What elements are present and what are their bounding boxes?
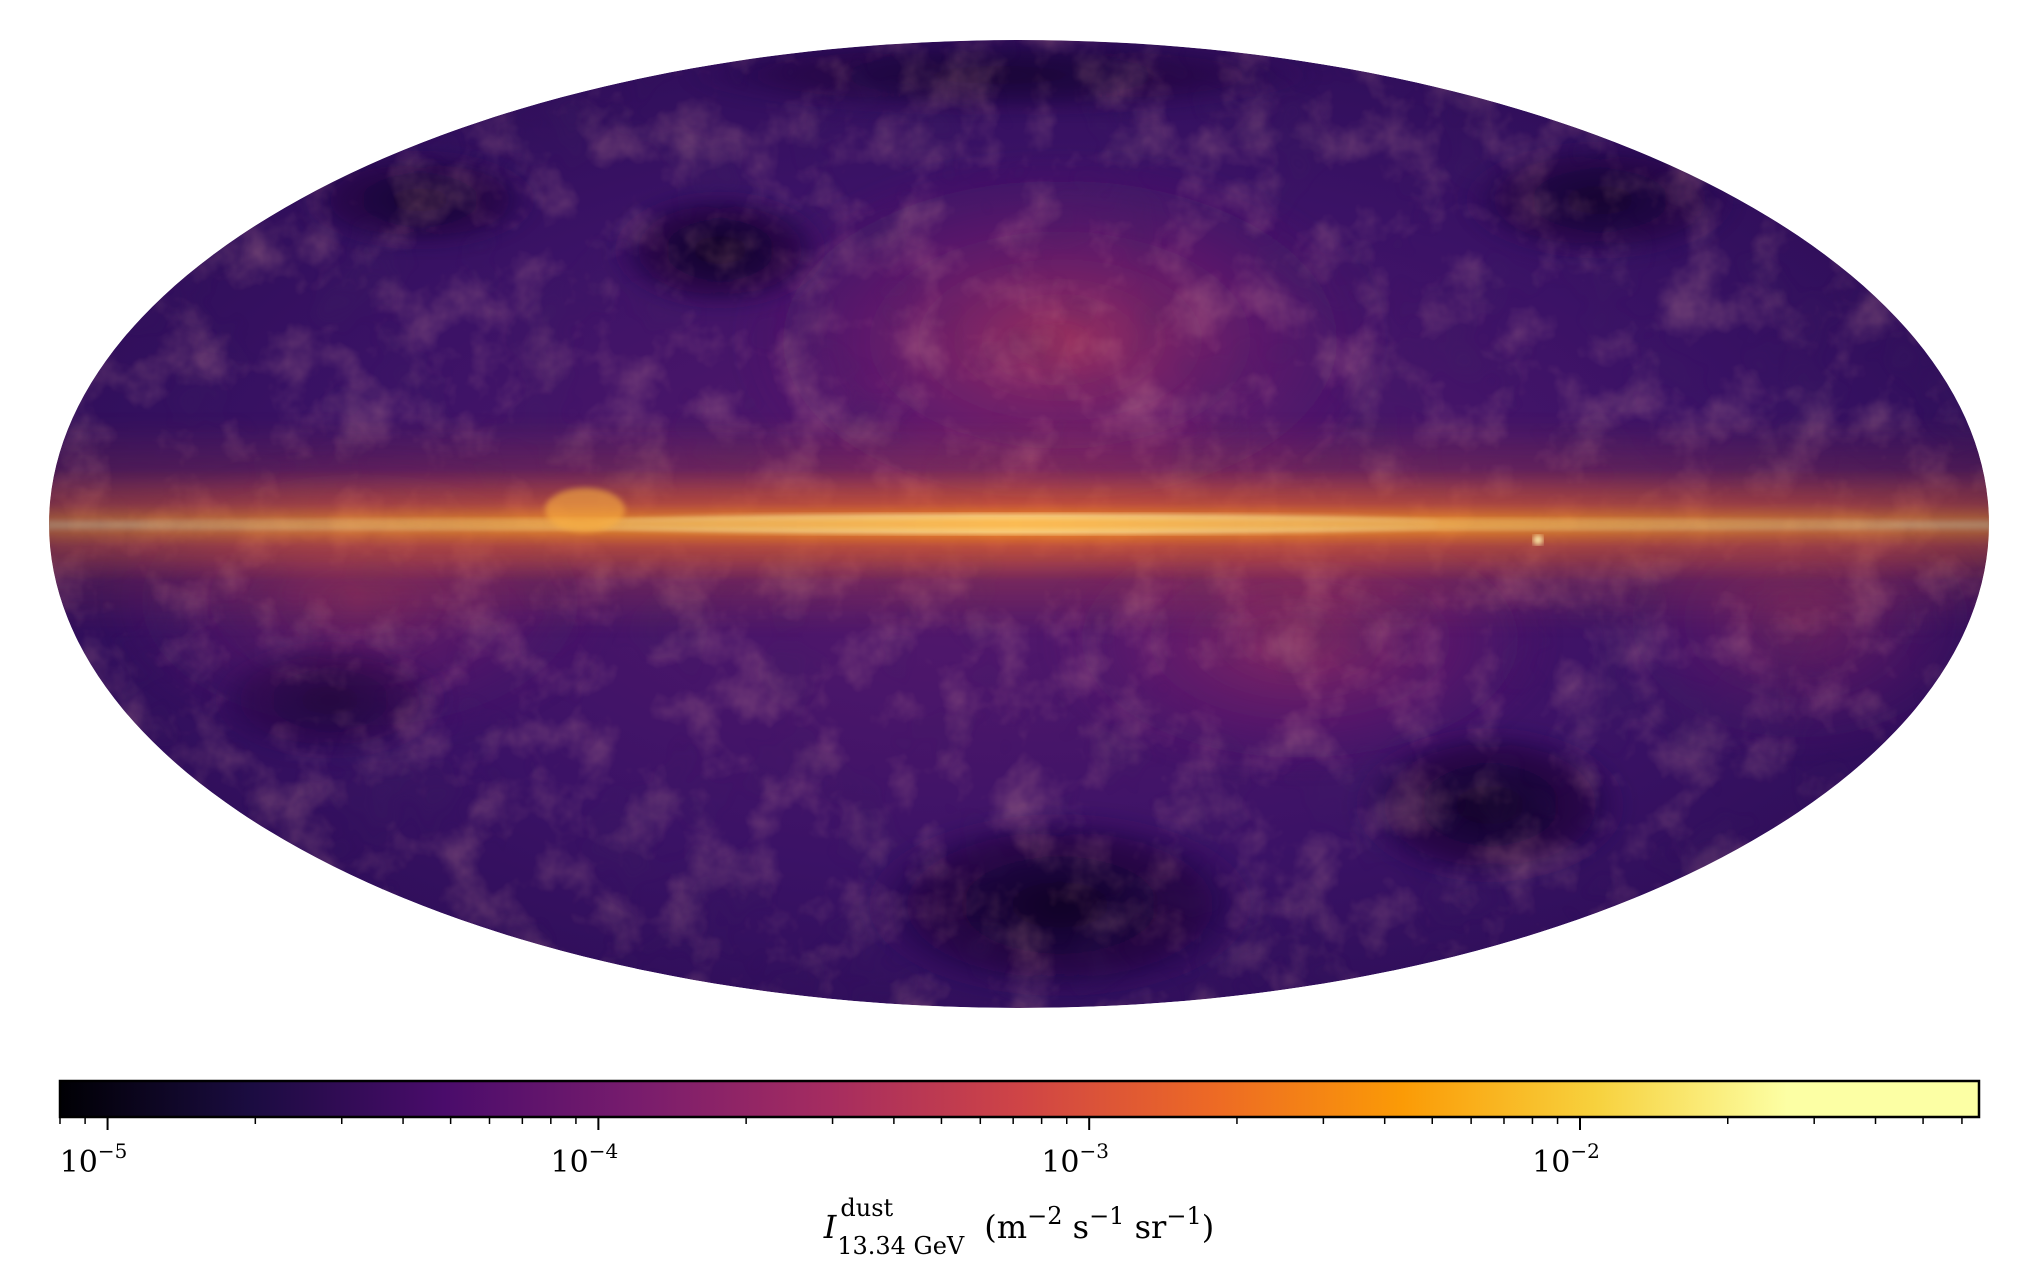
galactic-plane xyxy=(49,420,1989,630)
colorbar-tick-label: 10−3 xyxy=(1041,1139,1109,1180)
colorbar-minor-ticks xyxy=(59,1117,1963,1124)
bright-point-source xyxy=(1533,535,1543,545)
cygnus-bright-region xyxy=(545,488,625,532)
colorbar-tick-label: 10−2 xyxy=(1532,1139,1600,1180)
colorbar-tick-labels: 10−5 10−4 10−3 10−2 xyxy=(60,1139,1600,1180)
colorbar-gradient xyxy=(58,1079,1981,1119)
colorbar-tick-label: 10−5 xyxy=(60,1139,128,1180)
colorbar-major-ticks xyxy=(106,1117,1582,1130)
galactic-plane-core xyxy=(139,518,1899,530)
mollweide-sky-map xyxy=(49,40,1989,1008)
colorbar-tick-label: 10−4 xyxy=(551,1139,619,1180)
